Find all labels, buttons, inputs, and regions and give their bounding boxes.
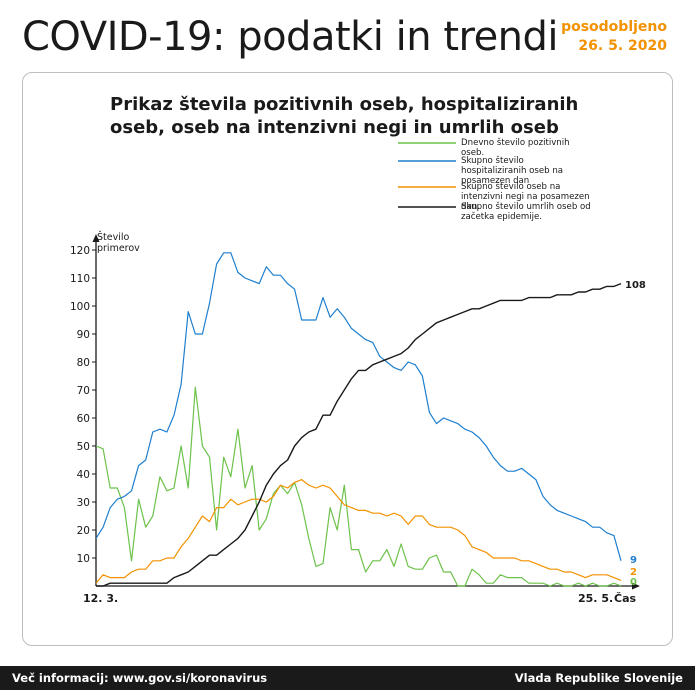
- x-axis-label: Čas: [614, 592, 636, 605]
- y-tick-label: 40: [77, 469, 90, 481]
- y-tick-label: 20: [77, 525, 90, 537]
- y-axis-label: primerov: [97, 243, 140, 254]
- y-axis-label: Število: [97, 231, 130, 243]
- end-label-icu: 2: [630, 567, 637, 578]
- y-tick-label: 80: [77, 357, 90, 369]
- updated-date: 26. 5. 2020: [578, 38, 667, 54]
- end-label-deaths: 108: [625, 280, 646, 291]
- y-tick-label: 60: [77, 413, 90, 425]
- x-axis-arrow: [632, 582, 640, 590]
- series-line-daily: [95, 386, 622, 587]
- x-end-label: 25. 5.: [578, 592, 613, 605]
- y-axis-arrow: [92, 234, 100, 242]
- footer: Več informacij: www.gov.si/koronavirus V…: [0, 666, 695, 690]
- end-label-hosp: 9: [630, 555, 637, 566]
- end-label-daily: 0: [630, 577, 637, 588]
- series-line-hosp: [95, 252, 622, 561]
- y-tick-label: 90: [77, 329, 90, 341]
- legend-label-deaths: Skupno število umrlih oseb od začetka epi…: [461, 201, 591, 222]
- page-title: COVID-19: podatki in trendi: [22, 14, 559, 60]
- chart-title: Prikaz števila pozitivnih oseb, hospital…: [110, 94, 579, 138]
- legend-label-hosp: Skupno število hospitaliziranih oseb na po…: [461, 155, 563, 186]
- y-tick-label: 10: [77, 553, 90, 565]
- footer-info: Več informacij: www.gov.si/koronavirus: [12, 671, 268, 685]
- y-tick-label: 70: [77, 385, 90, 397]
- y-tick-label: 110: [70, 273, 90, 285]
- updated-info: posodobljeno 26. 5. 2020: [561, 18, 667, 56]
- y-tick-label: 30: [77, 497, 90, 509]
- legend-label-icu: Skupno število oseb na intenzivni negi na…: [461, 181, 590, 212]
- y-tick-label: 120: [70, 245, 90, 257]
- x-start-label: 12. 3.: [83, 592, 118, 605]
- series-line-icu: [95, 479, 622, 584]
- footer-source: Vlada Republike Slovenije: [514, 671, 683, 685]
- updated-label: posodobljeno: [561, 19, 667, 35]
- y-tick-label: 50: [77, 441, 90, 453]
- series-line-deaths: [96, 282, 622, 587]
- legend-label-daily: Dnevno število pozitivnih oseb.: [461, 137, 570, 158]
- y-tick-label: 100: [70, 301, 90, 313]
